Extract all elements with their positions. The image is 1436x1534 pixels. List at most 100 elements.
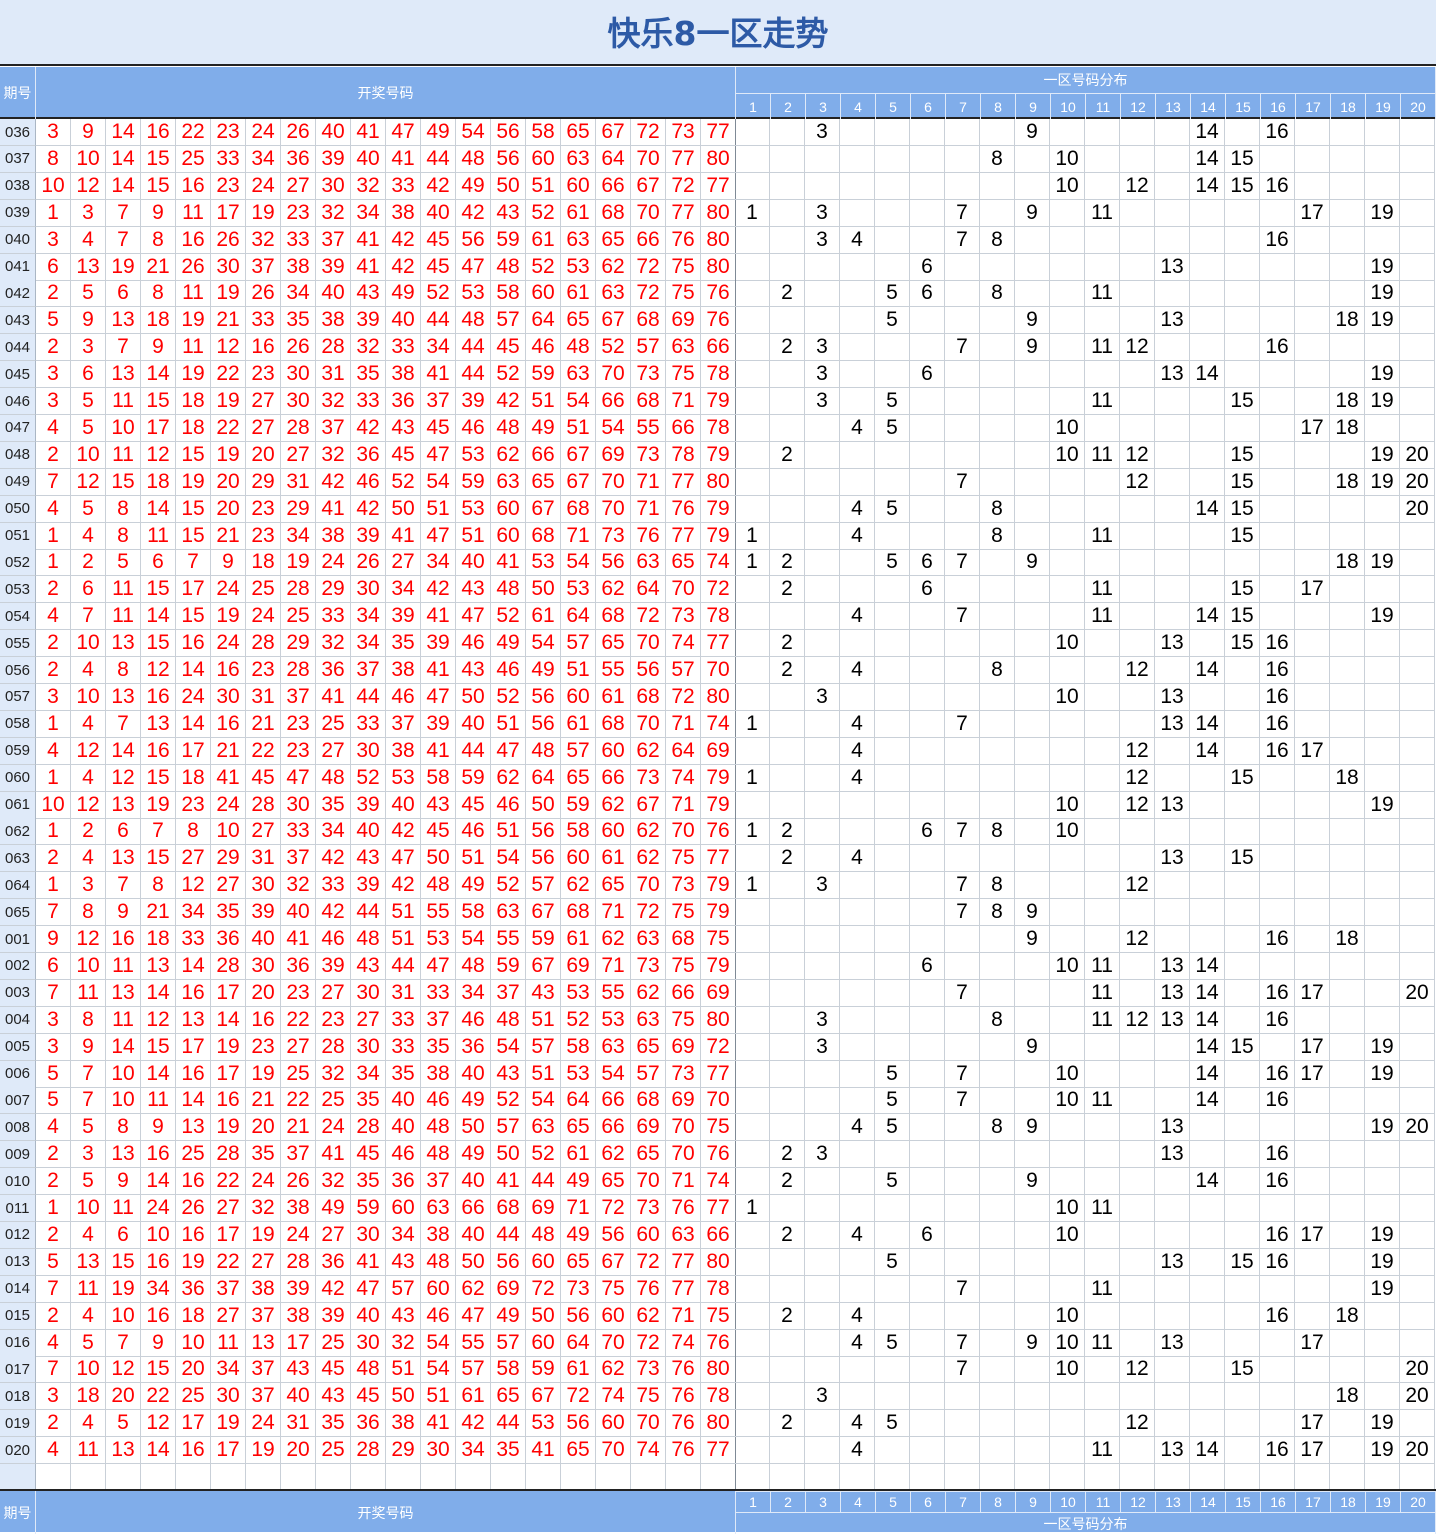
dist-number [735,119,770,146]
draw-number: 41 [316,495,351,523]
draw-number: 15 [141,764,176,792]
dist-number [735,791,770,819]
draw-number: 67 [596,307,631,335]
dist-number [1120,710,1155,738]
draw-number: 44 [491,1221,526,1249]
draw-number: 8 [141,280,176,308]
draw-number: 77 [701,119,736,146]
dist-number: 6 [910,361,945,389]
dist-number [875,253,910,281]
draw-number: 32 [316,1060,351,1088]
draw-number: 63 [596,280,631,308]
dist-number: 20 [1400,1356,1435,1384]
draw-number: 13 [106,1141,141,1169]
dist-number: 2 [770,441,805,469]
draw-number: 14 [106,737,141,765]
dist-number: 14 [1190,1033,1225,1061]
dist-number: 1 [735,199,770,227]
dist-number: 14 [1190,710,1225,738]
page-title: 快乐8一区走势 [0,0,1436,66]
draw-number: 10 [36,791,71,819]
dist-number [805,818,840,846]
draw-number: 51 [386,926,421,953]
draw-number: 79 [701,899,736,927]
dist-number [1190,764,1225,792]
dist-number: 7 [945,334,980,362]
draw-number: 12 [71,468,106,496]
draw-number: 53 [526,1410,561,1438]
dist-number [1400,1141,1435,1169]
draw-number: 70 [631,1168,666,1196]
draw-number: 22 [281,1087,316,1115]
dist-number [840,630,875,658]
dist-number: 3 [805,683,840,711]
draw-number: 62 [456,1275,491,1303]
draw-number: 38 [281,1195,316,1222]
period-cell: 001 [0,926,36,953]
draw-number: 42 [316,468,351,496]
draw-number: 23 [246,1033,281,1061]
draw-number: 44 [421,145,456,173]
dist-number [1120,226,1155,254]
dist-number: 1 [735,549,770,577]
dist-number [1190,1464,1225,1491]
period-cell: 011 [0,1195,36,1222]
dist-number [805,1060,840,1088]
dist-number [1225,952,1260,980]
draw-number: 12 [141,1410,176,1438]
dist-number [1050,253,1085,281]
dist-number [1050,522,1085,550]
dist-number [980,952,1015,980]
draw-number: 68 [631,307,666,335]
dist-number [910,334,945,362]
dist-number [1015,1141,1050,1169]
draw-number: 2 [71,549,106,577]
draw-number: 51 [561,657,596,684]
dist-number [735,952,770,980]
draw-number: 11 [71,979,106,1007]
dist-number [805,172,840,200]
period-cell: 052 [0,549,36,577]
dist-number [945,1033,980,1061]
draw-number: 54 [526,1087,561,1115]
dist-number [805,441,840,469]
table-row: 065 7 8 9 21 34 35 39 40 42 44 51 55 58 63 67 68 71 72 75 79… [0,899,1436,927]
dist-number [805,926,840,953]
draw-number: 76 [666,1410,701,1438]
dist-number [1330,899,1365,927]
dist-number [1400,1410,1435,1438]
dist-number [1400,1329,1435,1357]
dist-number [1015,1437,1050,1465]
draw-number: 65 [561,764,596,792]
dist-number [1330,334,1365,362]
dist-number [910,1195,945,1222]
draw-number: 19 [176,307,211,335]
dist-number [1015,1356,1050,1384]
draw-number: 16 [141,1302,176,1330]
draw-number: 33 [246,307,281,335]
draw-number: 72 [701,576,736,604]
dist-number: 16 [1260,1302,1295,1330]
draw-number: 14 [176,657,211,684]
dist-number [910,1383,945,1411]
draw-number: 30 [246,872,281,900]
draw-number: 33 [281,818,316,846]
draw-number: 30 [351,979,386,1007]
dist-number [945,1195,980,1222]
dist-number: 16 [1260,710,1295,738]
draw-number: 27 [281,172,316,200]
dist-number [875,899,910,927]
dist-number [1155,549,1190,577]
draw-number: 34 [456,979,491,1007]
dist-number: 13 [1155,845,1190,873]
dist-number [980,1060,1015,1088]
table-row: 047 4 5 10 17 18 22 27 28 37 42 43 45 46 48 49 51 54 55 66 7… [0,414,1436,442]
dist-number [1050,495,1085,523]
dist-number [910,1141,945,1169]
period-cell: 040 [0,226,36,254]
draw-number: 21 [211,522,246,550]
dist-number [1015,226,1050,254]
draw-number: 70 [631,710,666,738]
draw-number: 16 [211,1087,246,1115]
draw-number: 37 [421,1168,456,1196]
